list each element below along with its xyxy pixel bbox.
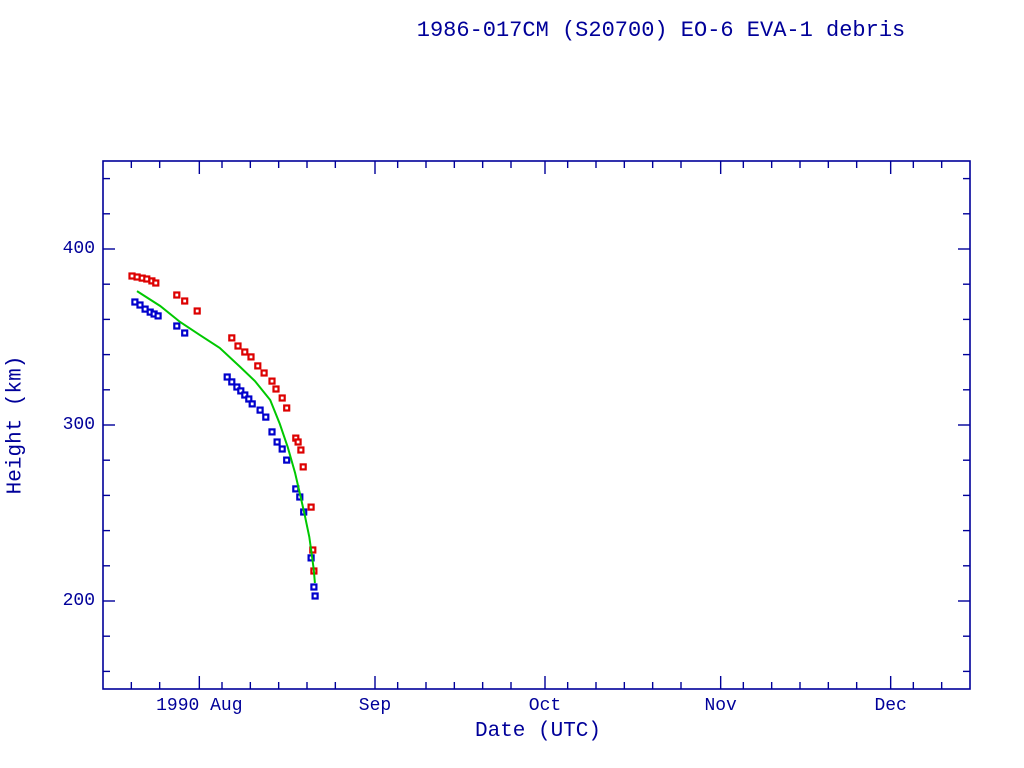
perigee-height-marker: [248, 400, 256, 408]
y-tick-label-400: 400: [62, 239, 95, 259]
perigee-height-marker: [262, 413, 270, 421]
perigee-height-marker: [273, 438, 281, 446]
y-tick-label-200: 200: [62, 591, 95, 611]
apogee-height-marker: [268, 377, 276, 385]
x-tick-label-1990-aug: 1990 Aug: [156, 696, 243, 716]
perigee-height-marker: [233, 383, 241, 391]
perigee-height-marker: [268, 428, 276, 436]
y-axis-label: Height (km): [4, 355, 28, 495]
perigee-height-marker: [237, 387, 245, 395]
apogee-height-marker: [307, 503, 315, 511]
perigee-height-marker: [228, 378, 236, 386]
y-tick-label-300: 300: [62, 415, 95, 435]
apogee-height-marker: [181, 297, 189, 305]
x-tick-label-nov: Nov: [704, 696, 737, 716]
chart-title: 1986-017CM (S20700) EO-6 EVA-1 debris: [416, 18, 906, 43]
apogee-height-marker: [272, 385, 280, 393]
perigee-height-marker: [154, 312, 162, 320]
perigee-height-marker: [181, 329, 189, 337]
x-tick-label-sep: Sep: [358, 696, 392, 716]
apogee-height-marker: [299, 463, 307, 471]
perigee-height-marker: [278, 445, 286, 453]
perigee-height-marker: [283, 456, 291, 464]
apogee-height-marker: [234, 342, 242, 350]
perigee-height-marker: [223, 373, 231, 381]
perigee-height-marker: [256, 406, 264, 414]
perigee-height-marker: [311, 592, 319, 600]
apogee-height-marker: [254, 362, 262, 370]
apogee-height-marker: [294, 438, 302, 446]
apogee-height-marker: [152, 279, 160, 287]
apogee-height-marker: [297, 446, 305, 454]
apogee-height-marker: [173, 291, 181, 299]
apogee-height-marker: [228, 334, 236, 342]
x-axis-label: Date (UTC): [474, 720, 602, 743]
x-tick-label-dec: Dec: [874, 696, 907, 716]
plot-border: [102, 160, 971, 690]
apogee-height-marker: [241, 348, 249, 356]
perigee-height-marker: [241, 391, 249, 399]
perigee-height-marker: [136, 301, 144, 309]
apogee-height-marker: [260, 369, 268, 377]
apogee-height-marker: [247, 353, 255, 361]
x-tick-label-oct: Oct: [528, 696, 562, 716]
apogee-height-marker: [278, 394, 286, 402]
apogee-height-marker: [193, 307, 201, 315]
perigee-height-marker: [310, 583, 318, 591]
apogee-height-marker: [283, 404, 291, 412]
perigee-height-marker: [173, 322, 181, 330]
fit-line: [136, 290, 316, 584]
